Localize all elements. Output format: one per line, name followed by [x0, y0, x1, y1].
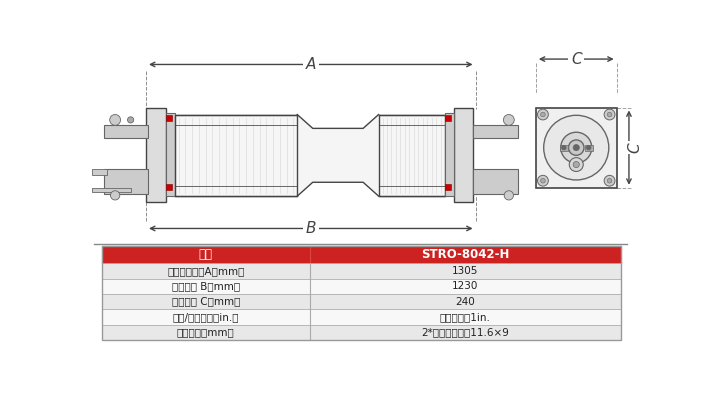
Bar [585, 145, 593, 151]
Text: 膜组件拉杆长A（mm）: 膜组件拉杆长A（mm） [167, 266, 244, 276]
Circle shape [110, 114, 120, 125]
Bar [536, 108, 617, 188]
Text: A: A [306, 57, 316, 72]
Circle shape [561, 132, 592, 163]
Circle shape [573, 145, 579, 151]
Bar [473, 169, 518, 194]
Polygon shape [297, 114, 379, 196]
Circle shape [504, 191, 513, 200]
Text: 产水接口（mm）: 产水接口（mm） [177, 327, 234, 337]
Text: 法兰宽度 C（mm）: 法兰宽度 C（mm） [172, 297, 240, 307]
Circle shape [608, 112, 612, 117]
Bar [445, 114, 451, 121]
Circle shape [569, 140, 584, 155]
Bar [103, 124, 149, 138]
Bar [103, 169, 149, 194]
Text: 型号: 型号 [199, 248, 213, 261]
Circle shape [111, 191, 120, 200]
Bar [92, 188, 131, 192]
Bar [92, 169, 108, 175]
Text: 1305: 1305 [452, 266, 479, 276]
Circle shape [573, 162, 579, 168]
Bar [166, 184, 172, 190]
Circle shape [541, 112, 546, 117]
Bar [379, 114, 444, 196]
Bar [102, 246, 621, 263]
Circle shape [127, 117, 134, 123]
Text: 1230: 1230 [452, 281, 479, 291]
Bar [102, 278, 621, 294]
Text: 卡箎式接口1in.: 卡箎式接口1in. [440, 312, 491, 322]
Bar [445, 184, 451, 190]
Circle shape [543, 115, 609, 180]
Bar [444, 113, 454, 196]
Circle shape [537, 109, 548, 120]
Bar [175, 114, 297, 196]
Text: 进水/浓水接口（in.）: 进水/浓水接口（in.） [172, 312, 239, 322]
Circle shape [562, 145, 566, 150]
Bar [175, 114, 297, 196]
Bar [166, 114, 172, 121]
Circle shape [503, 114, 514, 125]
Bar [165, 113, 175, 196]
Bar [146, 108, 165, 202]
Circle shape [537, 175, 548, 186]
Text: B: B [306, 221, 316, 236]
Circle shape [541, 179, 546, 183]
Bar [102, 263, 621, 278]
Circle shape [586, 145, 591, 150]
Bar [473, 124, 518, 138]
Text: 2*软管快速接口11.6×9: 2*软管快速接口11.6×9 [422, 327, 510, 337]
Circle shape [608, 179, 612, 183]
Bar [560, 145, 567, 151]
Text: 法兰间距 B（mm）: 法兰间距 B（mm） [172, 281, 240, 291]
Text: C: C [571, 51, 582, 67]
Text: 240: 240 [455, 297, 475, 307]
Bar [102, 325, 621, 340]
Circle shape [604, 175, 615, 186]
Bar [454, 108, 473, 202]
Bar [379, 114, 444, 196]
Bar [102, 246, 621, 340]
Text: STRO-8042-H: STRO-8042-H [421, 248, 510, 261]
Circle shape [570, 158, 583, 171]
Bar [102, 294, 621, 309]
Bar [102, 309, 621, 325]
Text: C: C [628, 142, 643, 153]
Circle shape [604, 109, 615, 120]
